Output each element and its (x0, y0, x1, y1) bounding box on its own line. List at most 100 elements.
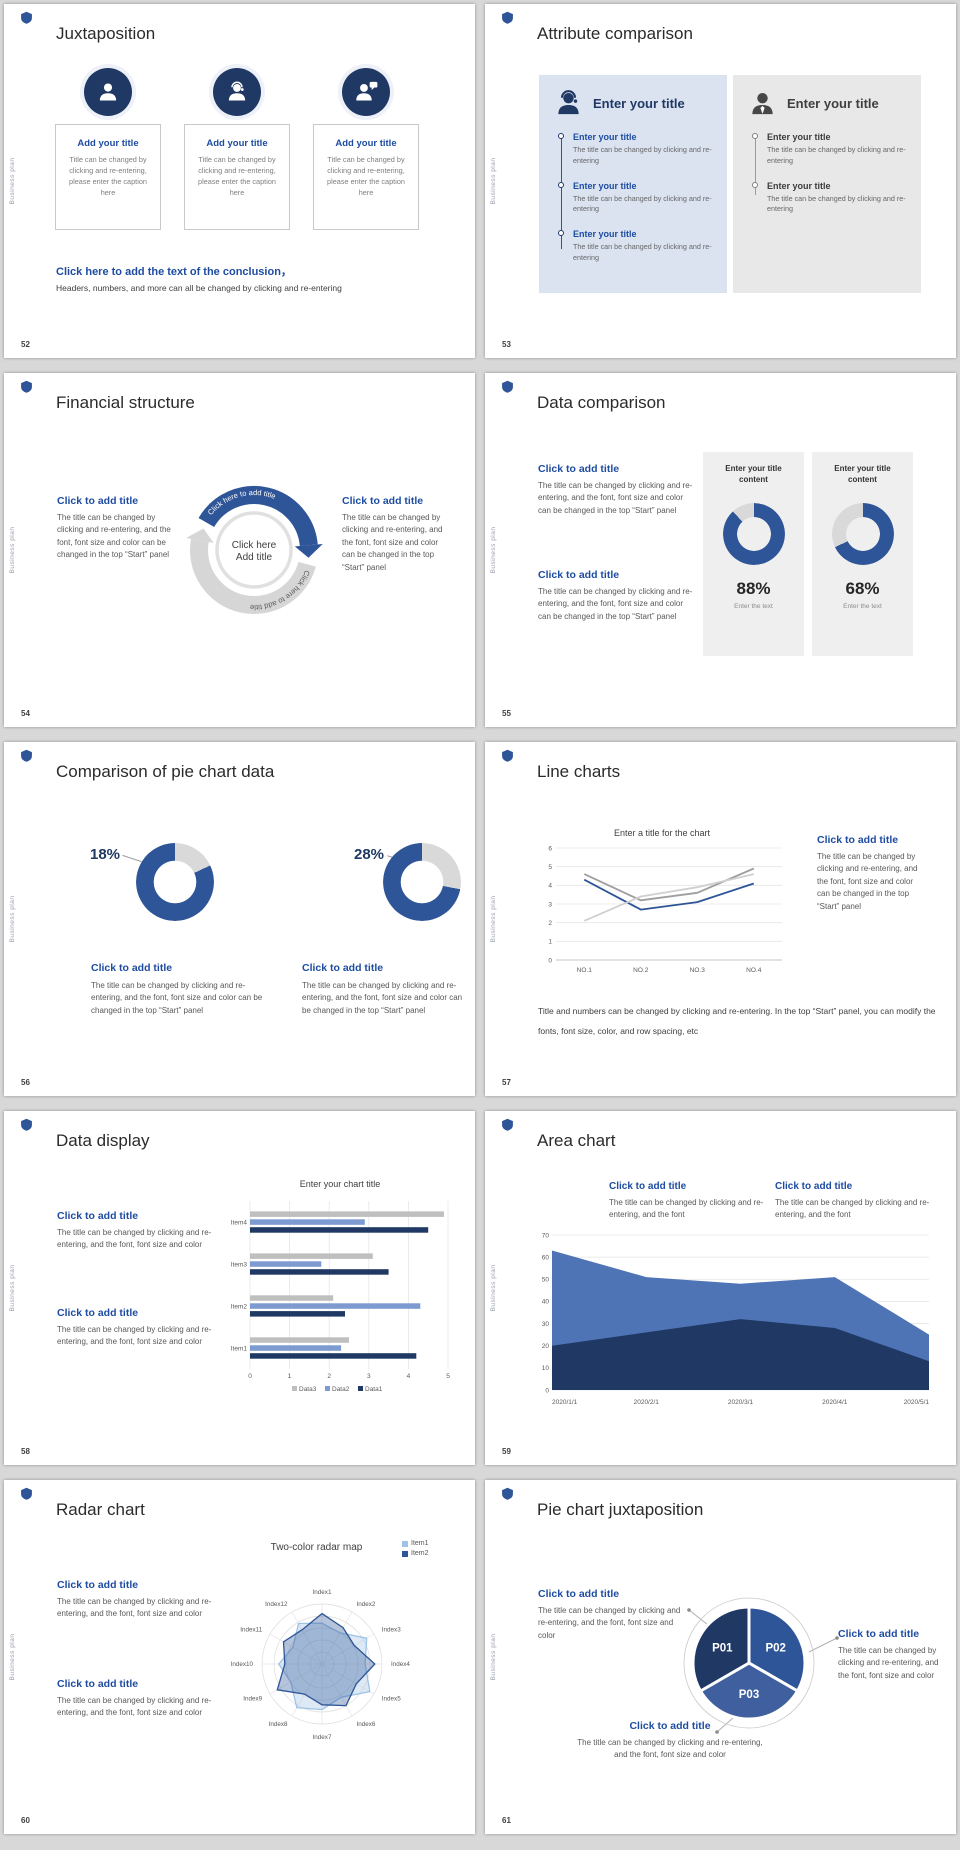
left-panel-header: Enter your title (553, 88, 713, 119)
slide-57-line-charts[interactable]: Business plan Line charts 57 Enter a tit… (485, 742, 956, 1096)
svg-text:Item2: Item2 (231, 1303, 248, 1310)
donut-chart-28 (383, 843, 461, 921)
bar-chart: 0 1 2 3 4 5 Item1 Item2 Item3 Item4 Data3 Data2 Data… (222, 1195, 458, 1395)
svg-text:10: 10 (542, 1365, 550, 1372)
svg-text:3: 3 (548, 901, 552, 908)
slide-number: 55 (502, 709, 511, 718)
svg-text:NO.2: NO.2 (633, 967, 649, 974)
slide-59-area-chart[interactable]: Business plan Area chart 59 Click to add… (485, 1111, 956, 1465)
line-chart: 0 1 2 3 4 5 6 NO.1 NO.2 NO.3 NO.4 (534, 842, 790, 978)
panel-heading: Enter your title content (725, 464, 782, 484)
brand-vertical-text: Business plan (490, 1264, 497, 1312)
right-text-block: Click to add title The title can be chan… (838, 1628, 946, 1682)
block-heading: Click to add title (57, 1678, 139, 1690)
logo-icon (502, 11, 513, 24)
card-body: Title can be changed by clicking and re-… (69, 155, 147, 197)
slide-61-pie-juxtaposition[interactable]: Business plan Pie chart juxtaposition 61… (485, 1480, 956, 1834)
line-chart-title: Enter a title for the chart (613, 828, 711, 838)
timeline-line (561, 137, 562, 249)
svg-text:Index1: Index1 (313, 1589, 332, 1596)
svg-text:5: 5 (446, 1373, 450, 1380)
slide-number: 56 (21, 1078, 30, 1087)
radar-chart: Index1 Index2 Index3 Index4 Index5 Index6 Inde… (222, 1566, 422, 1758)
text-block-1: Click to add title The title can be chan… (57, 1579, 225, 1621)
right-timeline: Enter your title The title can be change… (752, 132, 907, 215)
svg-text:P01: P01 (712, 1643, 733, 1655)
svg-text:6: 6 (548, 845, 552, 852)
leader-line (122, 854, 142, 863)
block-heading: Click to add title (538, 1588, 620, 1600)
slide-52-juxtaposition[interactable]: Business plan Juxtaposition 52 Add your … (4, 4, 475, 358)
block-body: The title can be changed by clicking and… (57, 513, 171, 560)
panel-heading: Enter your title (787, 96, 879, 111)
svg-text:2: 2 (327, 1373, 331, 1380)
block-body: The title can be changed by clicking and… (838, 1646, 939, 1680)
slide-53-attribute-comparison[interactable]: Business plan Attribute comparison 53 En… (485, 4, 956, 358)
block-heading: Click to add title (538, 569, 620, 581)
svg-text:40: 40 (542, 1299, 550, 1306)
svg-text:70: 70 (542, 1232, 550, 1239)
block-heading: Click to add title (342, 495, 424, 507)
slide-60-radar-chart[interactable]: Business plan Radar chart 60 Click to ad… (4, 1480, 475, 1834)
svg-text:2: 2 (548, 920, 552, 927)
user-chat-icon (342, 68, 390, 116)
svg-text:1: 1 (548, 939, 552, 946)
slide-title: Radar chart (56, 1500, 145, 1519)
svg-text:2020/2/1: 2020/2/1 (634, 1399, 660, 1406)
cycle-diagram: Click here to add title Click here to add… (169, 465, 339, 635)
slide-58-data-display[interactable]: Business plan Data display 58 Click to a… (4, 1111, 475, 1465)
donut-chart-88 (722, 502, 785, 565)
block-heading: Click to add title (57, 495, 139, 507)
legend-item-1: Item1 (402, 1540, 429, 1547)
block-heading: Click to add title (57, 1307, 139, 1319)
text-block-2: Click to add title The title can be chan… (57, 1307, 215, 1349)
user-headset-icon (213, 68, 261, 116)
slide-title: Data display (56, 1131, 150, 1150)
text-block-2: Click to add title The title can be chan… (57, 1678, 225, 1720)
svg-text:Index2: Index2 (357, 1601, 376, 1608)
slide-title: Area chart (537, 1131, 616, 1150)
card-box: Add your title Title can be changed by c… (55, 124, 161, 230)
svg-text:Index5: Index5 (382, 1696, 401, 1703)
pie-chart: P02 P03 P01 (674, 1588, 824, 1738)
brand-vertical-text: Business plan (490, 1633, 497, 1681)
brand-vertical-text: Business plan (490, 526, 497, 574)
logo-icon (502, 749, 513, 762)
svg-text:Index3: Index3 (382, 1627, 401, 1634)
block-body: The title can be changed by clicking and… (577, 1738, 763, 1760)
item-heading: Enter your title (767, 132, 831, 142)
slide-54-financial-structure[interactable]: Business plan Financial structure 54 Cli… (4, 373, 475, 727)
right-panel-header: Enter your title (747, 88, 907, 119)
slide-number: 61 (502, 1816, 511, 1825)
logo-icon (21, 1118, 32, 1131)
bar-chart-title: Enter your chart title (299, 1179, 381, 1189)
svg-text:Data1: Data1 (365, 1386, 383, 1393)
timeline-line (755, 137, 756, 195)
female-agent-icon (558, 90, 579, 115)
svg-text:Index8: Index8 (269, 1721, 288, 1728)
svg-text:Add title: Add title (236, 552, 273, 563)
footer-note: Title and numbers can be changed by clic… (538, 1006, 936, 1036)
svg-text:Index7: Index7 (313, 1734, 332, 1741)
brand-vertical-text: Business plan (9, 895, 16, 943)
block-body: The title can be changed by clicking and… (57, 1325, 212, 1347)
slide-number: 52 (21, 340, 30, 349)
slide-56-pie-comparison[interactable]: Business plan Comparison of pie chart da… (4, 742, 475, 1096)
male-user-icon (752, 92, 773, 115)
slide-title: Line charts (537, 762, 621, 781)
block-body: The title can be changed by clicking and… (57, 1597, 212, 1619)
svg-text:60: 60 (542, 1254, 550, 1261)
item-body: The title can be changed by clicking and… (767, 193, 906, 214)
timeline-item: Enter your title The title can be change… (558, 229, 713, 264)
svg-text:Item4: Item4 (231, 1219, 248, 1226)
brand-vertical-text: Business plan (490, 157, 497, 205)
card-body: Title can be changed by clicking and re-… (198, 155, 276, 197)
card-box: Add your title Title can be changed by c… (184, 124, 290, 230)
slide-55-data-comparison[interactable]: Business plan Data comparison 55 Click t… (485, 373, 956, 727)
timeline-dot (558, 133, 564, 139)
logo-icon (21, 11, 32, 24)
logo-icon (21, 1487, 32, 1500)
donut-chart-68 (831, 502, 894, 565)
item-heading: Enter your title (573, 132, 637, 142)
